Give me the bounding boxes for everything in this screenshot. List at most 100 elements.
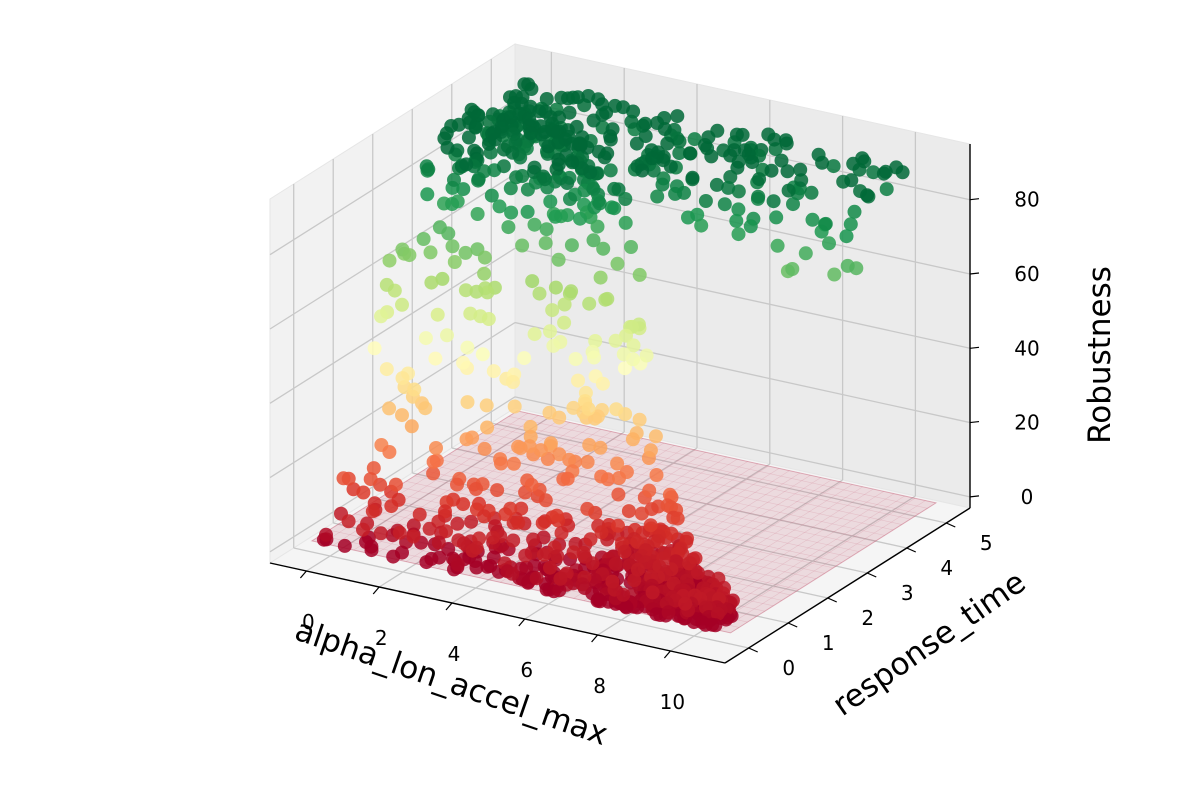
data-point [721, 180, 736, 195]
data-point [655, 177, 670, 192]
y-axis-line [724, 507, 971, 664]
y-grid-floor [412, 472, 868, 574]
data-point [518, 548, 533, 563]
data-point [548, 209, 563, 224]
data-point [557, 297, 572, 312]
data-point [648, 429, 663, 444]
data-point [846, 156, 861, 171]
z-tick-label: 60 [1014, 262, 1039, 286]
data-point [586, 233, 601, 248]
data-point [439, 524, 453, 539]
data-point [471, 172, 486, 186]
data-point [735, 127, 750, 142]
data-point [681, 210, 695, 225]
data-point [496, 159, 511, 174]
data-point [520, 204, 535, 219]
data-point [694, 218, 709, 233]
data-point [580, 501, 595, 516]
data-point [435, 271, 450, 286]
data-point [402, 248, 417, 263]
data-point [766, 194, 781, 209]
data-point [805, 212, 820, 227]
data-point [503, 181, 518, 196]
data-point [581, 89, 596, 103]
data-point [438, 504, 452, 519]
y-tick-label: 1 [822, 631, 835, 655]
x-tick-mark [445, 602, 453, 611]
data-point [505, 566, 520, 581]
data-point [583, 532, 598, 547]
data-point [319, 527, 333, 542]
data-point [563, 192, 577, 206]
data-point [780, 164, 795, 179]
data-point [545, 303, 560, 318]
base-plane-mesh-line [508, 415, 928, 509]
x-tick-label: 8 [593, 674, 606, 698]
data-point [426, 466, 441, 481]
base-plane-mesh-line [468, 445, 675, 576]
data-point [549, 508, 564, 523]
data-point [552, 410, 567, 425]
data-point [535, 516, 550, 531]
data-point [506, 375, 520, 389]
base-plane-mesh-line [322, 412, 529, 544]
data-point [465, 543, 480, 558]
data-point [642, 483, 657, 498]
data-point [524, 477, 539, 492]
data-point [650, 533, 665, 548]
data-point [619, 600, 634, 615]
data-point [356, 485, 371, 500]
data-point [494, 456, 508, 471]
data-point [844, 173, 859, 188]
data-point [562, 105, 577, 120]
data-point [657, 122, 672, 136]
data-point [564, 238, 579, 253]
data-point [581, 401, 596, 416]
data-point [424, 275, 439, 290]
data-point [617, 544, 632, 559]
data-point [649, 468, 664, 482]
data-point [536, 547, 551, 562]
data-point [678, 596, 693, 611]
data-point [511, 515, 526, 530]
z-grid-left [269, 173, 516, 330]
data-point [557, 315, 572, 330]
data-point [769, 210, 784, 225]
data-point [731, 202, 746, 217]
z-tick-mark [969, 198, 980, 201]
data-point [566, 90, 580, 105]
data-point [686, 615, 701, 630]
data-point [524, 82, 539, 96]
z-tick-label: 0 [1021, 485, 1034, 509]
data-point [507, 399, 522, 414]
data-point [663, 159, 678, 174]
data-point [501, 220, 516, 235]
data-point [607, 201, 622, 216]
data-point [723, 148, 738, 163]
data-point [668, 186, 683, 201]
data-point [379, 277, 394, 292]
x-axis-line [269, 562, 726, 664]
data-point [847, 204, 862, 219]
data-point [645, 585, 660, 600]
data-point [621, 504, 636, 519]
data-point [404, 419, 419, 434]
data-point [565, 155, 580, 170]
base-plane-mesh-line [730, 502, 937, 634]
data-point [690, 565, 705, 580]
data-point [826, 159, 841, 174]
data-point [661, 605, 676, 620]
data-point [646, 163, 661, 178]
base-plane-mesh-line [517, 410, 937, 504]
y-grid-floor [491, 422, 947, 524]
data-point [618, 215, 633, 230]
data-point [550, 549, 565, 564]
data-point [682, 556, 697, 571]
data-point [774, 153, 789, 168]
data-point [626, 352, 640, 367]
data-point [504, 205, 519, 220]
data-point [634, 506, 649, 521]
data-point [420, 187, 435, 202]
data-point [337, 538, 352, 553]
data-point [745, 155, 760, 170]
